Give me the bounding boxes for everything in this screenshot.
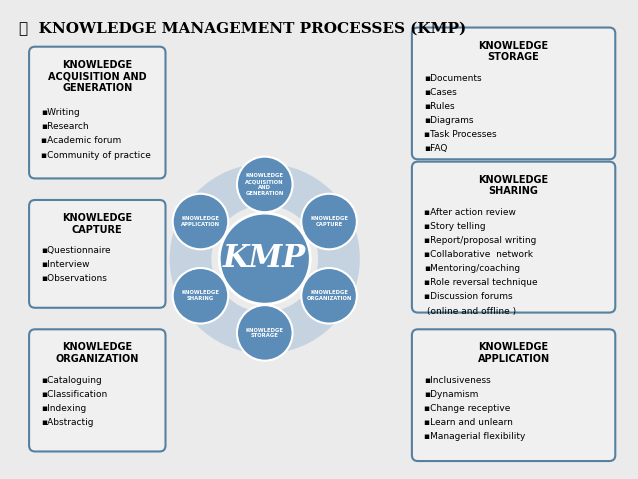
Text: KNOWLEDGE
ORGANIZATION: KNOWLEDGE ORGANIZATION — [56, 342, 139, 364]
Text: ▪Documents: ▪Documents — [424, 74, 482, 83]
Text: ▪Abstractig: ▪Abstractig — [41, 418, 94, 427]
Text: ▪Task Processes: ▪Task Processes — [424, 130, 497, 139]
Text: ▪Interview: ▪Interview — [41, 260, 90, 269]
FancyBboxPatch shape — [412, 329, 615, 461]
Text: KNOWLEDGE
CAPTURE: KNOWLEDGE CAPTURE — [63, 213, 132, 235]
Text: KNOWLEDGE
APPLICATION: KNOWLEDGE APPLICATION — [477, 342, 550, 364]
Text: ▪Academic forum: ▪Academic forum — [41, 137, 122, 146]
Text: ▪Story telling: ▪Story telling — [424, 222, 486, 231]
FancyBboxPatch shape — [29, 329, 165, 452]
Text: KNOWLEDGE
APPLICATION: KNOWLEDGE APPLICATION — [181, 216, 220, 227]
Text: ▪Research: ▪Research — [41, 122, 89, 131]
Circle shape — [173, 268, 228, 324]
Text: KNOWLEDGE
STORAGE: KNOWLEDGE STORAGE — [246, 328, 284, 338]
Circle shape — [237, 305, 293, 361]
Text: ▪Report/proposal writing: ▪Report/proposal writing — [424, 236, 537, 245]
Text: ▪Discussion forums: ▪Discussion forums — [424, 293, 513, 301]
Text: KNOWLEDGE
CAPTURE: KNOWLEDGE CAPTURE — [310, 216, 348, 227]
Text: ▪Observations: ▪Observations — [41, 274, 107, 284]
Text: ▪Community of practice: ▪Community of practice — [41, 150, 151, 160]
FancyBboxPatch shape — [412, 161, 615, 313]
Text: KNOWLEDGE
SHARING: KNOWLEDGE SHARING — [478, 175, 549, 196]
FancyBboxPatch shape — [29, 46, 165, 179]
Text: ▪Mentoring/coaching: ▪Mentoring/coaching — [424, 264, 521, 274]
Text: ▪Writing: ▪Writing — [41, 108, 80, 117]
Text: ▪Managerial flexibility: ▪Managerial flexibility — [424, 432, 526, 441]
FancyBboxPatch shape — [412, 27, 615, 160]
Text: ▪Diagrams: ▪Diagrams — [424, 116, 474, 125]
Text: KNOWLEDGE
STORAGE: KNOWLEDGE STORAGE — [478, 41, 549, 62]
Text: (online and offline ): (online and offline ) — [427, 307, 517, 316]
Text: ▪Classification: ▪Classification — [41, 389, 108, 399]
Text: ▪Cases: ▪Cases — [424, 88, 457, 97]
Text: ▪Collaborative  network: ▪Collaborative network — [424, 250, 533, 259]
Text: KNOWLEDGE
ACQUISITION AND
GENERATION: KNOWLEDGE ACQUISITION AND GENERATION — [48, 60, 147, 93]
Text: ▪After action review: ▪After action review — [424, 208, 516, 217]
Text: ▪Learn and unlearn: ▪Learn and unlearn — [424, 418, 513, 427]
Circle shape — [301, 194, 357, 249]
Text: ▪FAQ: ▪FAQ — [424, 144, 448, 153]
Text: KNOWLEDGE
ACQUISITION
AND
GENERATION: KNOWLEDGE ACQUISITION AND GENERATION — [246, 173, 284, 195]
Circle shape — [173, 194, 228, 249]
Circle shape — [237, 157, 293, 212]
Text: ▪Questionnaire: ▪Questionnaire — [41, 246, 111, 255]
Text: ▪Cataloguing: ▪Cataloguing — [41, 376, 102, 385]
Text: ▪Role reversal technique: ▪Role reversal technique — [424, 278, 538, 287]
FancyBboxPatch shape — [29, 200, 165, 308]
Text: ▪Rules: ▪Rules — [424, 102, 455, 111]
Circle shape — [301, 268, 357, 324]
Text: ▪Inclusiveness: ▪Inclusiveness — [424, 376, 491, 385]
Text: KMP: KMP — [223, 243, 306, 274]
Text: ▪Dynamism: ▪Dynamism — [424, 389, 478, 399]
Text: KNOWLEDGE
SHARING: KNOWLEDGE SHARING — [181, 290, 219, 301]
Text: ▪Change receptive: ▪Change receptive — [424, 404, 510, 413]
Text: ➤  KNOWLEDGE MANAGEMENT PROCESSES (KMP): ➤ KNOWLEDGE MANAGEMENT PROCESSES (KMP) — [19, 22, 466, 36]
Text: KNOWLEDGE
ORGANIZATION: KNOWLEDGE ORGANIZATION — [306, 290, 352, 301]
Circle shape — [219, 213, 310, 304]
Text: ▪Indexing: ▪Indexing — [41, 404, 87, 413]
